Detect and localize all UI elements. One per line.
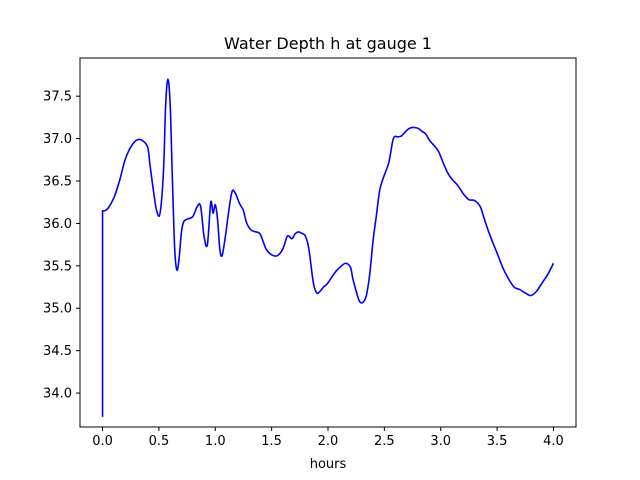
chart-title: Water Depth h at gauge 1 [224,34,432,53]
y-tick-label: 37.0 [43,132,72,147]
x-tick-label: 3.0 [430,434,451,449]
x-tick-label: 3.5 [487,434,508,449]
x-tick-label: 0.0 [92,434,113,449]
x-tick-label: 1.0 [205,434,226,449]
x-axis-ticks: 0.0 0.5 1.0 1.5 2.0 2.5 3.0 3.5 4.0 [92,427,564,449]
x-tick-label: 2.0 [318,434,339,449]
y-tick-label: 36.0 [43,217,72,232]
x-tick-label: 0.5 [149,434,170,449]
y-tick-label: 34.5 [43,344,72,359]
x-tick-label: 2.5 [374,434,395,449]
y-axis-ticks: 34.0 34.5 35.0 35.5 36.0 36.5 37.0 37.5 [43,90,80,402]
y-tick-label: 37.5 [43,90,72,105]
y-tick-label: 34.0 [43,387,72,402]
x-axis-label: hours [310,457,347,472]
y-tick-label: 36.5 [43,175,72,190]
x-tick-label: 4.0 [543,434,564,449]
y-tick-label: 35.5 [43,259,72,274]
y-tick-label: 35.0 [43,302,72,317]
series-line-water-depth [101,78,555,417]
x-tick-label: 1.5 [261,434,282,449]
plot-area: 0.0 0.5 1.0 1.5 2.0 2.5 3.0 3.5 4.0 34.0 34.5 35.0… [43,57,577,449]
